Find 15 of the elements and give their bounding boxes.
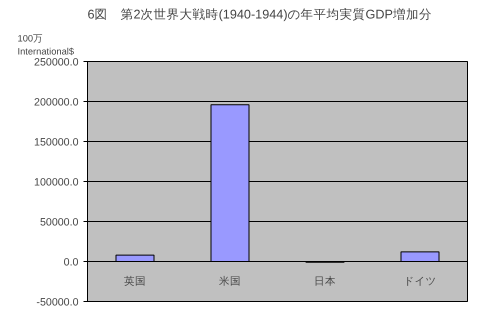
x-tick-label: ドイツ (404, 276, 436, 288)
y-tick-label: -50000.0 (36, 296, 79, 308)
x-tick-label: 日本 (314, 274, 336, 288)
y-tick-label: 250000.0 (34, 56, 79, 68)
y-tick-label: 0.0 (64, 256, 79, 268)
bar (116, 254, 154, 262)
y-axis-title: 100万 International$ (18, 34, 75, 56)
x-tick-label: 英国 (124, 274, 146, 288)
y-tick-label: 100000.0 (34, 176, 79, 188)
y-tick-label: 50000.0 (40, 216, 79, 228)
y-tick-label: 150000.0 (34, 136, 79, 148)
y-tick-label: 200000.0 (34, 96, 79, 108)
bar (400, 251, 440, 262)
chart-title: 6図 第2次世界大戦時(1940-1944)の年平均実質GDP増加分 (88, 6, 432, 22)
x-tick-label: 米国 (219, 274, 241, 288)
